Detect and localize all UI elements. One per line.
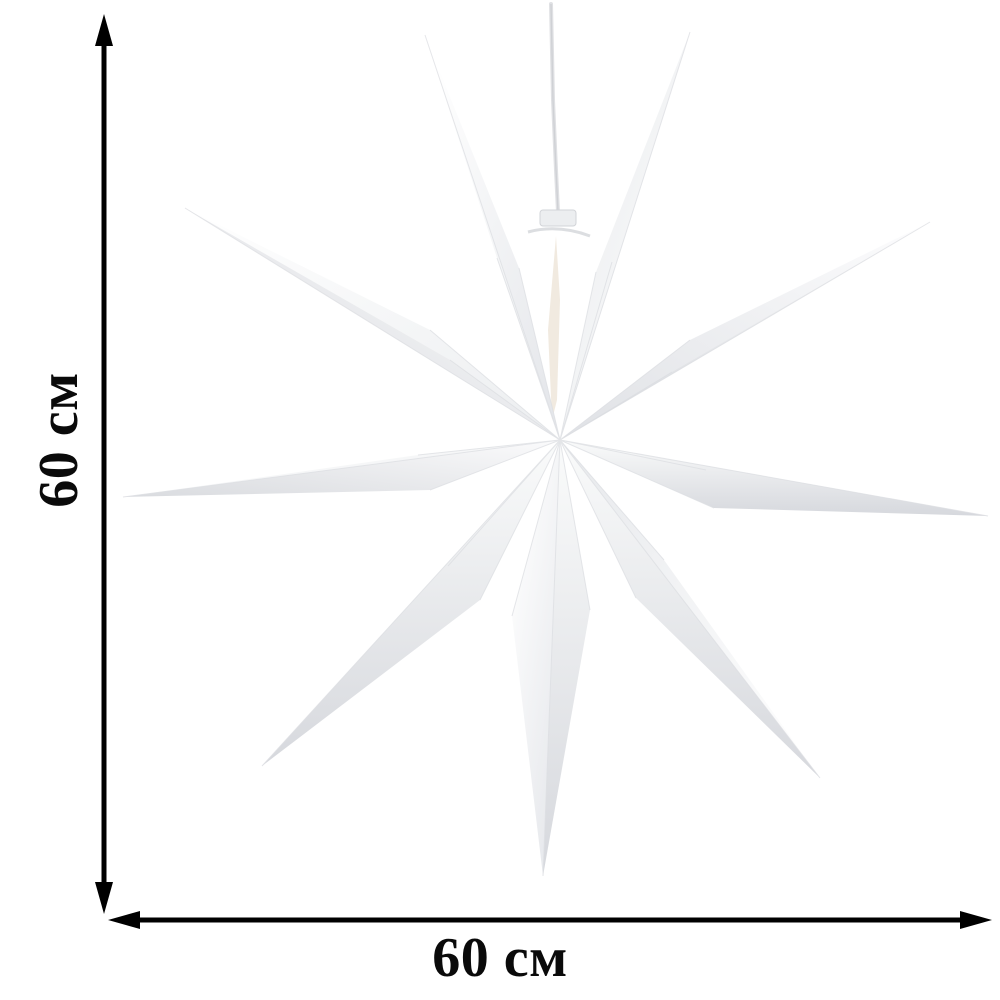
arrow-head-right — [960, 911, 992, 929]
star-body — [122, 31, 989, 877]
arrow-head-down — [95, 882, 113, 914]
width-dimension-arrow — [108, 911, 992, 929]
star-inner-seam — [548, 236, 560, 420]
height-dimension-label: 60 см — [28, 372, 90, 508]
cord-icon — [549, 2, 560, 214]
height-dimension-arrow — [95, 14, 113, 914]
star-facet — [512, 440, 560, 876]
clip-icon — [527, 209, 591, 238]
width-dimension-label: 60 см — [432, 927, 568, 989]
arrow-head-left — [108, 911, 140, 929]
star-facet — [543, 440, 590, 876]
arrow-head-up — [95, 14, 113, 46]
